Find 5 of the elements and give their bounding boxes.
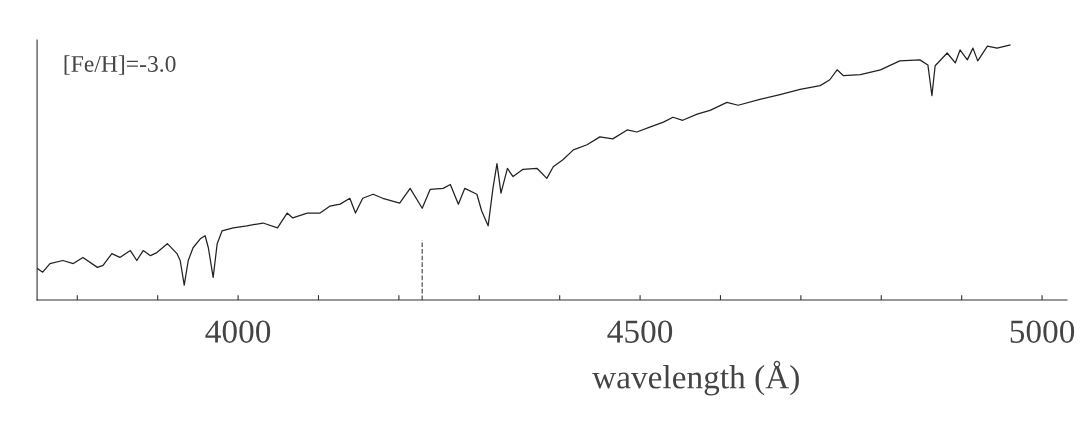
x-tick-label: 4500 bbox=[607, 320, 673, 343]
x-axis-title: wavelength (Å) bbox=[592, 360, 799, 396]
annotation: [Fe/H]=-3.0 bbox=[64, 55, 176, 75]
x-tick-label: 4000 bbox=[205, 320, 271, 343]
x-tick-label: 5000 bbox=[1010, 320, 1075, 343]
